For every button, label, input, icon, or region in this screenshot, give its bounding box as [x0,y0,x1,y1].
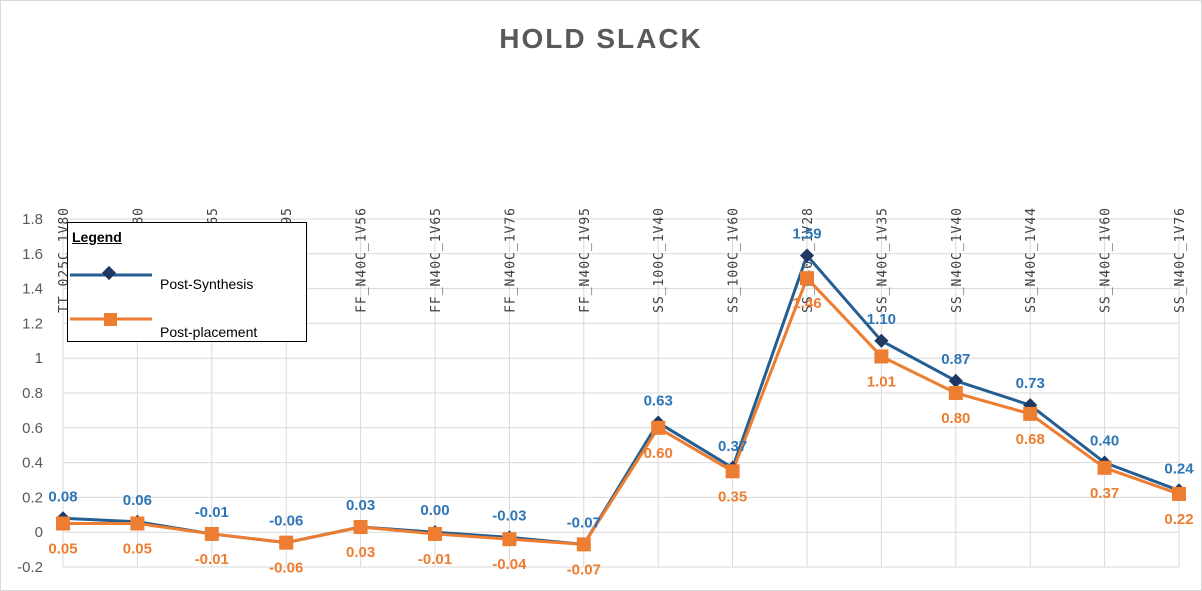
post-synthesis-data-label: 0.08 [48,488,77,505]
post-synthesis-data-label: -0.07 [567,514,601,531]
post-synthesis-data-label: -0.06 [269,513,303,530]
post-placement-point [428,526,442,541]
post-placement-point [353,519,368,534]
post-placement-data-label: -0.07 [567,561,601,578]
post-placement-data-label: -0.04 [492,556,527,573]
post-placement-point [800,271,814,286]
post-placement-data-label: 0.35 [718,488,747,505]
post-placement-data-label: 1.01 [867,373,896,390]
legend-label-post-synthesis: Post-Synthesis [160,276,254,292]
legend: Legend Post-Synthesis Post-placement [67,222,307,342]
post-placement-data-label: 1.46 [792,295,821,312]
y-tick-label: 0.8 [22,385,43,402]
post-placement-point [725,464,740,479]
y-tick-label: 1.6 [22,246,43,263]
x-tick-label: SS_100C_1V60 [727,207,742,313]
post-placement-point [502,532,517,547]
x-tick-label: SS_N40C_1V40 [950,207,965,313]
post-synthesis-data-label: 0.00 [420,502,449,519]
x-tick-label: SS_N40C_1V44 [1024,207,1039,313]
x-tick-label: FF_N40C_1V65 [429,207,444,313]
post-placement-data-label: 0.03 [346,544,375,561]
data-labels: 0.08 0.06 -0.01 -0.06 0.03 0.00 -0.03 -0.07 0.63… [48,226,1194,579]
y-tick-label: 0.2 [22,489,43,506]
post-placement-point [56,516,70,531]
x-tick-label: FF_N40C_1V95 [578,207,593,313]
x-tick-label: FF_N40C_1V56 [355,207,370,313]
y-tick-label: 1.4 [22,281,43,298]
post-placement-point [651,420,666,435]
post-placement-point [948,386,963,400]
post-synthesis-data-label: 1.10 [867,311,896,328]
post-placement-data-label: 0.05 [48,541,77,558]
post-synthesis-data-label: 0.06 [123,492,152,509]
post-synthesis-data-label: 0.87 [941,351,970,368]
y-tick-label: 0 [35,524,43,541]
post-synthesis-data-label: 0.40 [1090,433,1119,450]
y-tick-label: 1.8 [22,211,43,228]
post-synthesis-data-label: 0.37 [718,438,747,455]
post-synthesis-data-label: -0.01 [195,504,229,521]
y-tick-label: 1.2 [22,315,43,332]
post-placement-point [1097,460,1112,475]
post-synthesis-data-label: -0.03 [492,507,526,524]
post-placement-point [130,516,145,531]
legend-diamond-marker [101,265,117,281]
legend-symbols [70,265,152,326]
legend-square-marker [104,313,117,326]
post-placement-data-label: -0.06 [269,560,303,577]
post-placement-point [204,526,219,541]
series-layer [55,248,1187,552]
post-placement-point [279,535,294,550]
post-placement-point [874,349,889,364]
post-synthesis-point [799,248,815,263]
post-placement-data-label: 0.80 [941,410,970,427]
post-placement-data-label: -0.01 [418,551,452,568]
y-tick-label: 0.6 [22,420,43,437]
chart-title: HOLD SLACK [499,23,703,54]
y-tick-label: -0.2 [17,559,43,576]
series-line-1 [63,276,1180,546]
post-synthesis-data-label: 0.63 [644,393,673,410]
legend-label-post-placement: Post-placement [160,324,258,340]
post-placement-data-label: -0.01 [195,551,229,568]
x-tick-label: SS_N40C_1V35 [875,207,890,313]
y-tick-label: 0.4 [22,455,43,472]
post-placement-data-label: 0.60 [644,445,673,462]
post-synthesis-data-label: 1.59 [792,226,821,243]
post-synthesis-data-label: 0.03 [346,497,375,514]
x-tick-label: SS_N40C_1V76 [1173,207,1188,313]
legend-title: Legend [72,229,122,245]
x-tick-label: SS_N40C_1V60 [1099,207,1114,313]
post-placement-point [576,537,591,552]
post-placement-data-label: 0.37 [1090,485,1119,502]
post-synthesis-point [948,373,963,388]
post-placement-data-label: 0.22 [1164,511,1193,528]
y-axis-ticks: -0.2 0 0.2 0.4 0.6 0.8 1 1.2 1.4 1.6 1.8 [17,211,43,576]
post-placement-data-label: 0.05 [123,541,152,558]
post-synthesis-data-label: 0.73 [1016,375,1045,392]
post-synthesis-point [874,333,889,348]
post-placement-data-label: 0.68 [1016,431,1045,448]
x-tick-label: SS_100C_1V40 [652,207,667,313]
post-synthesis-data-label: 0.24 [1164,460,1194,477]
x-tick-label: FF_N40C_1V76 [503,207,518,313]
post-placement-point [1023,406,1038,421]
y-tick-label: 1 [35,350,43,367]
post-placement-point [1172,486,1186,501]
